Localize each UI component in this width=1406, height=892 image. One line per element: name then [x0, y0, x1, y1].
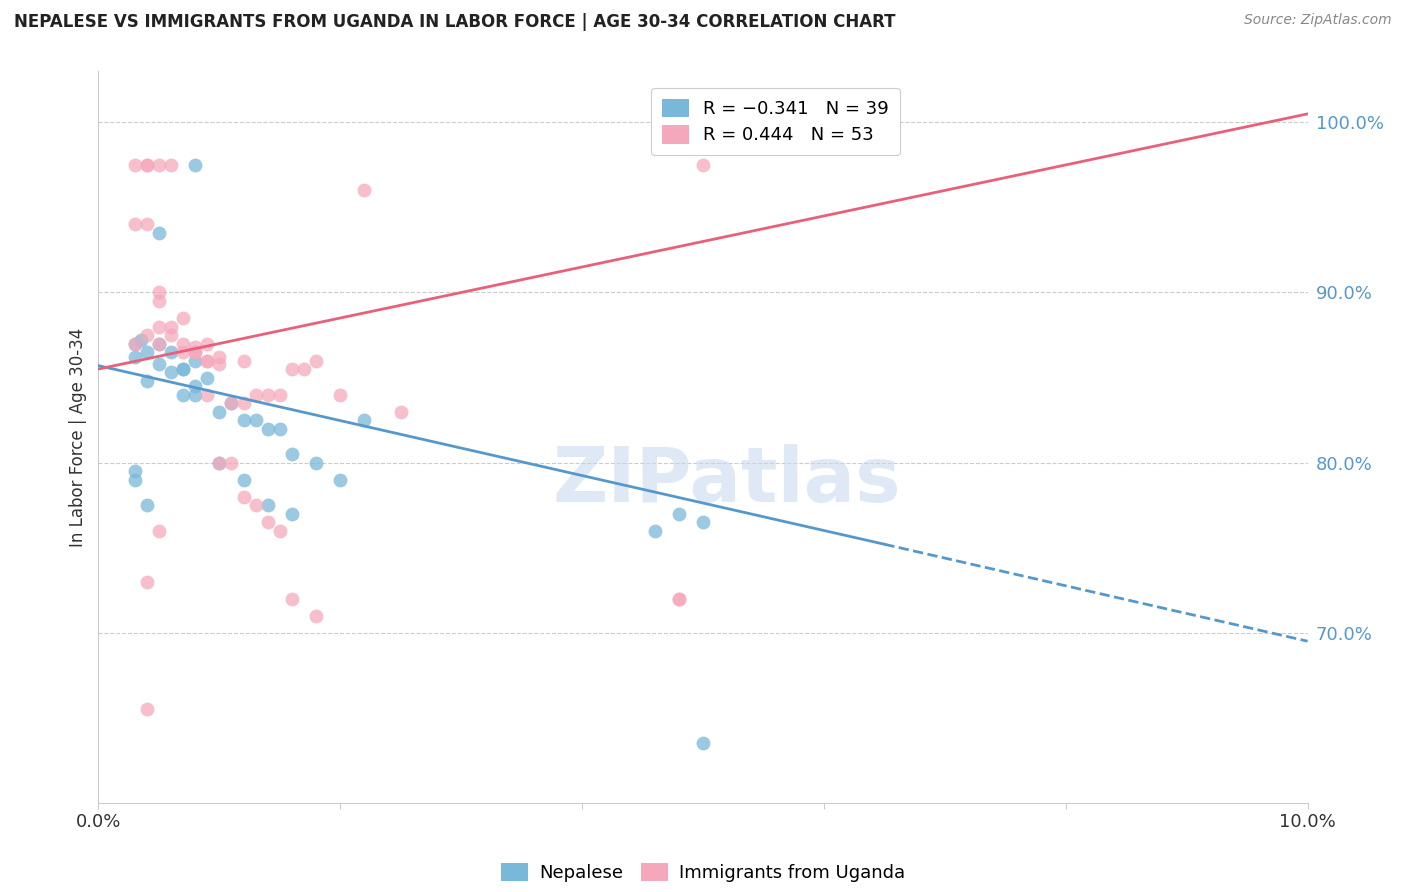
Point [256, 515, 278, 529]
Point [148, 336, 170, 351]
Point [160, 319, 183, 334]
Point [692, 158, 714, 172]
Point [195, 353, 218, 368]
Point [124, 336, 146, 351]
Point [124, 218, 146, 232]
Point [160, 366, 183, 380]
Point [184, 353, 207, 368]
Point [269, 524, 291, 538]
Point [135, 328, 157, 343]
Point [208, 350, 231, 364]
Point [135, 218, 157, 232]
Point [160, 345, 183, 359]
Point [269, 421, 291, 435]
Point [256, 498, 278, 512]
Point [269, 387, 291, 401]
Point [135, 498, 157, 512]
Point [124, 158, 146, 172]
Point [184, 345, 207, 359]
Point [692, 515, 714, 529]
Point [389, 404, 412, 418]
Point [135, 574, 157, 589]
Point [172, 362, 194, 376]
Point [245, 387, 267, 401]
Point [668, 507, 690, 521]
Point [281, 447, 304, 461]
Point [232, 413, 254, 427]
Text: NEPALESE VS IMMIGRANTS FROM UGANDA IN LABOR FORCE | AGE 30-34 CORRELATION CHART: NEPALESE VS IMMIGRANTS FROM UGANDA IN LA… [14, 13, 896, 31]
Point [195, 370, 218, 384]
Point [256, 421, 278, 435]
Point [148, 158, 170, 172]
Point [232, 396, 254, 410]
Point [172, 362, 194, 376]
Point [668, 591, 690, 606]
Point [148, 336, 170, 351]
Point [305, 353, 328, 368]
Point [124, 473, 146, 487]
Point [208, 456, 231, 470]
Point [160, 328, 183, 343]
Point [256, 387, 278, 401]
Point [245, 413, 267, 427]
Point [148, 357, 170, 371]
Point [148, 293, 170, 308]
Point [195, 336, 218, 351]
Point [208, 456, 231, 470]
Point [135, 374, 157, 388]
Text: Source: ZipAtlas.com: Source: ZipAtlas.com [1244, 13, 1392, 28]
Point [172, 311, 194, 326]
Point [232, 353, 254, 368]
Y-axis label: In Labor Force | Age 30-34: In Labor Force | Age 30-34 [69, 327, 87, 547]
Point [292, 362, 315, 376]
Point [281, 507, 304, 521]
Point [281, 362, 304, 376]
Point [305, 456, 328, 470]
Point [184, 158, 207, 172]
Point [148, 226, 170, 240]
Point [148, 285, 170, 300]
Point [692, 736, 714, 750]
Point [148, 524, 170, 538]
Point [221, 456, 243, 470]
Point [305, 608, 328, 623]
Point [329, 473, 352, 487]
Point [184, 340, 207, 354]
Point [245, 498, 267, 512]
Point [160, 158, 183, 172]
Point [124, 350, 146, 364]
Point [208, 404, 231, 418]
Point [232, 490, 254, 504]
Point [172, 336, 194, 351]
Point [135, 158, 157, 172]
Point [208, 357, 231, 371]
Point [221, 396, 243, 410]
Point [135, 158, 157, 172]
Text: ZIPatlas: ZIPatlas [553, 444, 901, 518]
Point [184, 379, 207, 393]
Point [172, 345, 194, 359]
Point [668, 591, 690, 606]
Point [124, 336, 146, 351]
Point [129, 333, 152, 347]
Point [184, 387, 207, 401]
Point [148, 319, 170, 334]
Point [232, 473, 254, 487]
Point [184, 345, 207, 359]
Point [195, 387, 218, 401]
Point [124, 464, 146, 478]
Point [329, 387, 352, 401]
Point [135, 345, 157, 359]
Point [172, 387, 194, 401]
Point [353, 413, 375, 427]
Point [644, 524, 666, 538]
Point [353, 183, 375, 197]
Legend: Nepalese, Immigrants from Uganda: Nepalese, Immigrants from Uganda [494, 855, 912, 889]
Point [195, 353, 218, 368]
Point [221, 396, 243, 410]
Point [281, 591, 304, 606]
Point [135, 702, 157, 716]
